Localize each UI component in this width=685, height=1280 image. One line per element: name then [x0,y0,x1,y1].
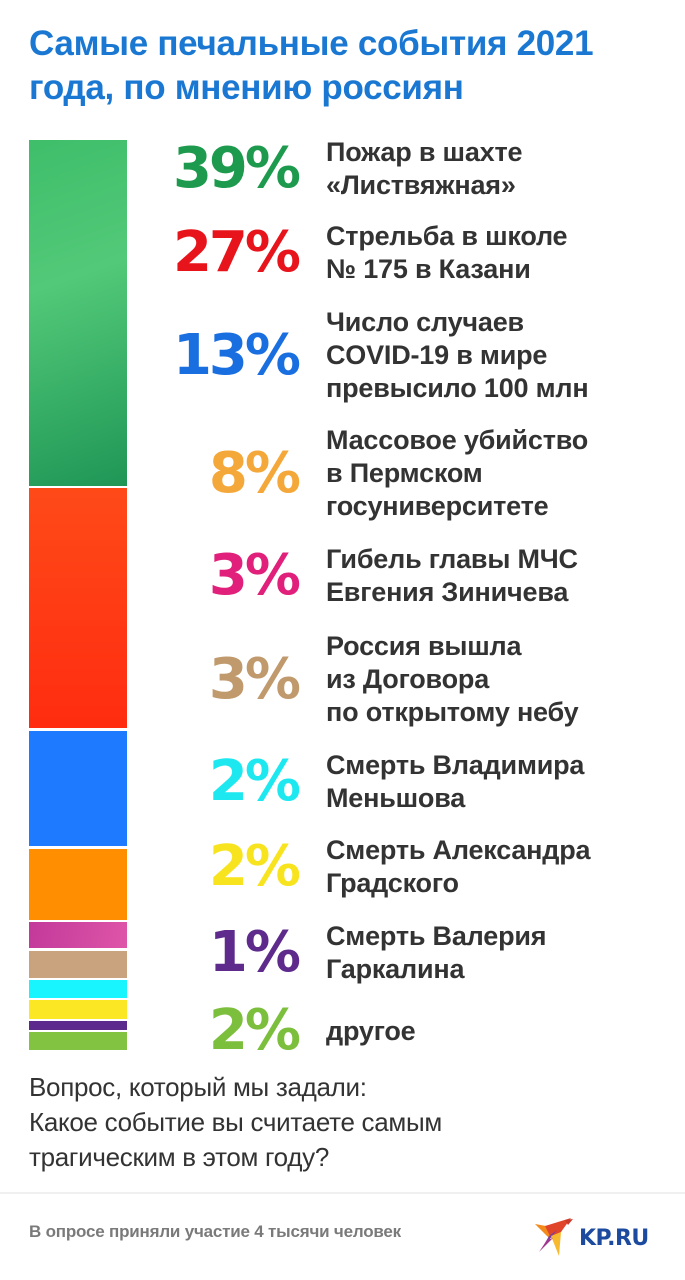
item-percent: 27% [172,220,301,285]
item-label: Число случаев COVID-19 в мире превысило … [326,307,589,403]
bar-segment-5 [29,951,127,978]
item-percent: 2% [208,749,301,814]
footer-note: В опросе приняли участие 4 тысячи челове… [29,1222,401,1241]
item-percent: 1% [208,920,301,985]
item-row: 2% Смерть Владимира Меньшова [140,749,680,815]
page-title: Самые печальные события 2021 года, по мн… [29,24,594,107]
bar-segment-8 [29,1021,127,1030]
logo-text: KP.RU [579,1226,649,1251]
item-label: другое [326,1015,416,1046]
bar-segment-1 [29,488,127,728]
bar-segment-9 [29,1032,127,1050]
item-label: Стрельба в школе № 175 в Казани [326,221,568,284]
item-percent: 2% [208,998,301,1063]
bar-segment-0 [29,140,127,486]
footer-divider [0,1192,685,1194]
item-label: Смерть Александра Градского [326,835,591,898]
survey-question: Вопрос, который мы задали: Какое событие… [29,1072,442,1172]
item-percent: 3% [208,543,301,608]
item-label: Гибель главы МЧС Евгения Зиничева [326,544,578,607]
item-percent: 8% [208,440,301,506]
item-label: Россия вышла из Договора по открытому не… [326,631,579,727]
item-label: Пожар в шахте «Листвяжная» [326,137,523,200]
item-percent: 13% [172,322,301,388]
item-row: 3% Гибель главы МЧС Евгения Зиничева [140,543,680,609]
item-row: 2% Смерть Александра Градского [140,834,680,900]
bar-segment-6 [29,980,127,998]
bar-segment-7 [29,1000,127,1019]
swallow-bird-icon [535,1216,575,1261]
item-percent: 2% [208,834,301,899]
bar-segment-4 [29,922,127,948]
item-label: Смерть Валерия Гаркалина [326,921,547,984]
item-percent: 39% [172,136,301,201]
item-row: 8% Массовое убийство в Пермском госуниве… [140,424,680,523]
item-row: 3% Россия вышла из Договора по открытому… [140,630,680,729]
item-row: 39% Пожар в шахте «Листвяжная» [140,136,680,202]
bar-segment-3 [29,849,127,920]
bar-segment-2 [29,731,127,846]
kp-logo: KP.RU [535,1216,649,1261]
item-row: 2% другое [140,998,680,1064]
item-row: 13% Число случаев COVID-19 в мире превыс… [140,306,680,405]
item-row: 27% Стрельба в школе № 175 в Казани [140,220,680,286]
item-percent: 3% [208,646,301,712]
item-label: Массовое убийство в Пермском госуниверси… [326,425,589,521]
item-label: Смерть Владимира Меньшова [326,750,585,813]
stacked-bar [29,140,127,1052]
item-row: 1% Смерть Валерия Гаркалина [140,920,680,986]
